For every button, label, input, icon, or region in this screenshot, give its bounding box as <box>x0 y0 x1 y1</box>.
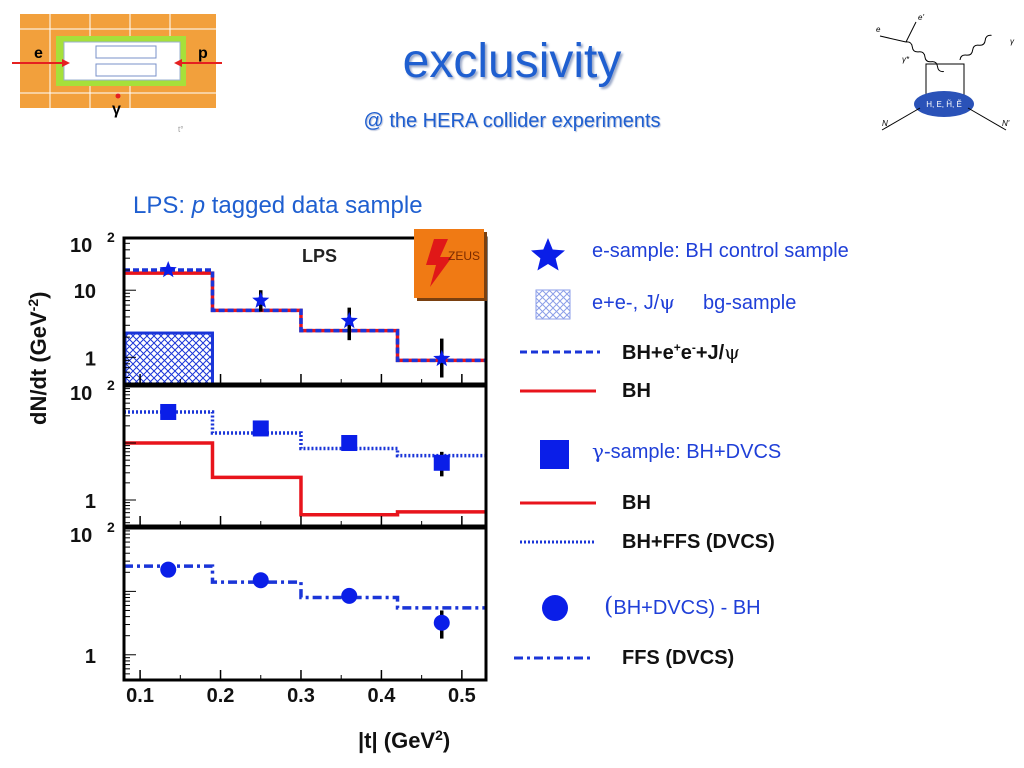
sample-caption-suffix: tagged data sample <box>205 192 423 219</box>
chart-axis-text: dN/dt (GeV-2) |t| (GeV2) <box>25 292 450 753</box>
sample-caption-prefix: LPS: <box>133 192 192 219</box>
legend-difference: (BH+DVCS) - BH <box>604 592 761 620</box>
sample-caption: LPS: p tagged data sample <box>133 192 423 220</box>
sample-caption-italic: p <box>191 192 206 219</box>
y-tick-label: 10 <box>74 281 96 303</box>
x-tick-label: 0.3 <box>287 685 315 707</box>
panel-frame <box>122 384 488 528</box>
data-point-circle <box>160 561 177 578</box>
data-point-star <box>340 311 358 329</box>
gpd-blob <box>914 91 974 117</box>
y-tick-label-top-exp: 2 <box>107 229 115 245</box>
incoming-electron-line <box>879 35 907 43</box>
detector-label-p: p <box>198 45 208 62</box>
histogram-solid-red <box>124 441 486 517</box>
feynman-label-gamma: γ <box>1010 37 1015 46</box>
panel-3: 1 10 2 <box>70 519 488 682</box>
data-point-star <box>159 261 177 278</box>
y-tick-label: 1 <box>85 646 96 668</box>
y-tick-label: 1 <box>85 491 96 513</box>
legend-gamma-sample: γ-sample: BH+DVCS <box>592 439 782 463</box>
feynman-diagram: e e' γ* γ N N' H, E, H̃, Ẽ <box>876 13 1015 131</box>
x-tick-label: 0.5 <box>448 685 476 707</box>
gpd-blob-label: H, E, H̃, Ẽ <box>926 100 962 109</box>
x-tick-label: 0.1 <box>126 685 154 707</box>
x-tick-label: 0.4 <box>368 685 397 707</box>
detector-mark: t° <box>178 125 183 134</box>
legend-bh-1: BH <box>622 380 651 402</box>
data-point-circle <box>341 587 358 604</box>
y-tick-label: 1 <box>85 348 96 370</box>
legend-bh-ffs: BH+FFS (DVCS) <box>622 531 775 553</box>
feynman-label-n: N <box>882 119 888 128</box>
feynman-label-e: e <box>876 25 881 34</box>
histogram-dashdot-blue <box>124 564 486 610</box>
virtual-photon-line <box>905 41 944 73</box>
legend-e-sample: e-sample: BH control sample <box>592 240 849 262</box>
detector-sketch: e p γ t° <box>12 14 222 134</box>
feynman-label-n-prime: N' <box>1002 119 1010 128</box>
data-point-star <box>252 291 270 308</box>
y-tick-label-top-exp: 2 <box>107 519 115 535</box>
panel-2: 1 10 2 <box>70 377 488 528</box>
outgoing-electron-line <box>905 21 917 43</box>
legend-bg-sample: e+e-, J/ψ bg-sample <box>592 290 797 314</box>
data-point-square <box>433 454 450 471</box>
y-tick-label-top-exp: 2 <box>107 377 115 393</box>
data-point-square <box>252 420 269 437</box>
histogram-dot-blue <box>124 410 486 458</box>
data-point-star <box>433 349 451 367</box>
beam-arrows <box>12 59 222 99</box>
detector-label-gamma: γ <box>112 101 121 118</box>
x-axis-label: |t| (GeV2) <box>358 727 450 753</box>
page-subtitle: @ the HERA collider experiments <box>363 110 661 132</box>
panel-1: 10 1 10 2 <box>70 229 488 386</box>
bg-sample-bar <box>123 331 214 386</box>
data-point-square <box>341 435 358 452</box>
legend-bh-2: BH <box>622 492 651 514</box>
legend-ffs: FFS (DVCS) <box>622 647 735 669</box>
feynman-label-gamma-star: γ* <box>902 55 910 64</box>
panel-label: LPS <box>302 246 337 266</box>
zeus-logo-text: ZEUS <box>448 249 480 263</box>
x-tick-label: 0.2 <box>207 685 235 707</box>
panel-frame <box>122 236 488 386</box>
data-point-square <box>160 403 177 420</box>
y-tick-label-top: 10 <box>70 525 92 547</box>
detector-label-e: e <box>34 45 43 62</box>
y-tick-label-top: 10 <box>70 383 92 405</box>
y-tick-label-top: 10 <box>70 235 92 257</box>
incoming-nucleon-line <box>881 107 921 131</box>
data-point-circle <box>252 572 269 589</box>
outgoing-nucleon-line <box>967 107 1007 131</box>
panel-frame <box>122 526 488 682</box>
page-title: exclusivity <box>402 35 622 88</box>
legend-bh-ee-jpsi: BH+e+e-+J/ψ <box>622 340 740 364</box>
y-axis-label: dN/dt (GeV-2) <box>25 292 51 425</box>
data-point-circle <box>433 614 450 631</box>
zeus-logo: ZEUS <box>414 229 487 301</box>
histogram-dash-blue <box>124 268 486 363</box>
detector-inner-region <box>56 36 216 86</box>
real-photon-line <box>959 34 992 61</box>
feynman-label-e-prime: e' <box>918 13 924 22</box>
